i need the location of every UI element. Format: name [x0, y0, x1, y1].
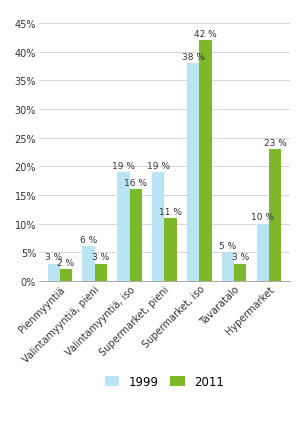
Text: 23 %: 23 % [264, 138, 287, 147]
Text: 3 %: 3 % [232, 253, 249, 262]
Bar [117, 173, 129, 281]
Text: 19 %: 19 % [147, 161, 170, 170]
Text: 19 %: 19 % [112, 161, 135, 170]
Bar [129, 190, 142, 281]
Text: 6 %: 6 % [80, 236, 97, 245]
Text: 10 %: 10 % [251, 213, 274, 222]
Bar [83, 247, 95, 281]
Text: 38 %: 38 % [182, 53, 205, 62]
Bar [257, 224, 269, 281]
Bar [234, 264, 246, 281]
Bar [48, 264, 60, 281]
Text: 11 %: 11 % [159, 207, 182, 216]
Text: 16 %: 16 % [124, 178, 147, 187]
Text: 5 %: 5 % [219, 242, 237, 250]
Text: 3 %: 3 % [45, 253, 62, 262]
Bar [187, 64, 199, 281]
Bar [199, 41, 211, 281]
Text: 3 %: 3 % [92, 253, 109, 262]
Text: 42 %: 42 % [194, 30, 217, 39]
Bar [269, 150, 281, 281]
Bar [222, 253, 234, 281]
Bar [60, 270, 72, 281]
Legend: 1999, 2011: 1999, 2011 [105, 375, 224, 388]
Bar [95, 264, 107, 281]
Bar [164, 219, 177, 281]
Text: 2 %: 2 % [57, 259, 74, 268]
Bar [152, 173, 164, 281]
